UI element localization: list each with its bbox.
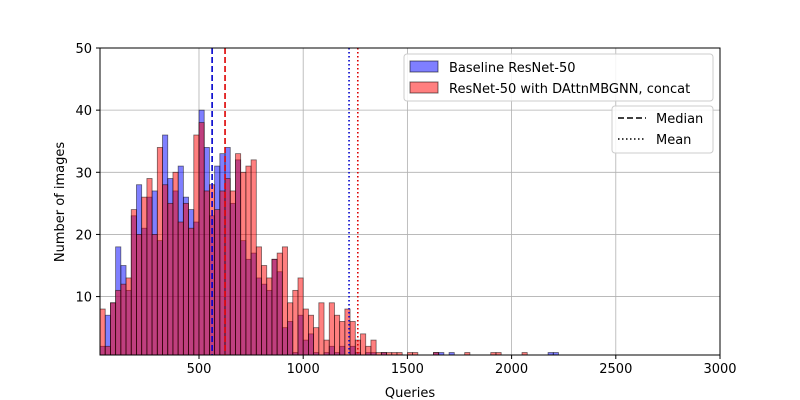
histogram-bar: [328, 302, 335, 356]
histogram-bar: [323, 339, 330, 356]
histogram-bar: [156, 147, 163, 356]
legend-swatch: [409, 60, 439, 73]
histogram-bar: [162, 184, 169, 356]
histogram-bar: [214, 209, 221, 356]
y-tick-label: 20: [75, 228, 92, 243]
x-tick-label: 2000: [495, 362, 528, 377]
histogram-bar: [255, 246, 262, 356]
reference-lines: [211, 48, 359, 355]
histogram-bar: [292, 289, 299, 356]
histogram-bar: [339, 321, 346, 356]
histogram-bar: [167, 202, 174, 356]
histogram-bar: [245, 165, 252, 356]
histogram-bar: [188, 227, 195, 356]
histogram-bar: [235, 153, 242, 356]
histogram-bar: [146, 178, 153, 356]
histogram-bar: [151, 234, 158, 356]
histogram-bar: [172, 171, 179, 356]
legend-line-label: Median: [656, 112, 703, 127]
histogram-bar: [120, 283, 127, 356]
histogram-bar: [141, 196, 148, 356]
y-tick-label: 50: [75, 42, 92, 57]
histogram-bar: [125, 277, 132, 356]
x-tick-label: 2500: [599, 362, 632, 377]
histogram-bar: [281, 246, 288, 356]
histogram-bar: [318, 302, 325, 356]
histogram-bar: [240, 171, 247, 356]
histogram-bar: [250, 159, 257, 356]
legend-swatch: [409, 81, 439, 94]
histogram-bar: [287, 302, 294, 356]
histogram-bar: [360, 333, 367, 356]
legend-series-label: ResNet-50 with DAttnMBGNN, concat: [449, 82, 690, 97]
histogram-bar: [130, 209, 137, 356]
x-tick-label: 500: [187, 362, 212, 377]
histogram-bar: [349, 321, 356, 356]
legend-series-label: Baseline ResNet-50: [449, 61, 576, 76]
histogram-bar: [104, 345, 111, 356]
histogram-bar: [110, 302, 117, 356]
histogram-bar: [177, 221, 184, 356]
histogram-bar: [136, 234, 143, 356]
x-axis-label: Queries: [385, 386, 435, 400]
histogram-bar: [276, 252, 283, 356]
histogram-bar: [313, 327, 320, 356]
x-tick-label: 1000: [287, 362, 320, 377]
histogram-bar: [308, 314, 315, 356]
y-axis-ticks: 10 20 30 40 50: [75, 42, 100, 306]
histogram-bar: [297, 277, 304, 356]
y-tick-label: 10: [75, 291, 92, 306]
y-tick-label: 30: [75, 166, 92, 181]
histogram-bar: [365, 345, 372, 356]
histogram-bar: [302, 308, 309, 356]
histogram-bar: [271, 258, 278, 356]
x-tick-label: 1500: [391, 362, 424, 377]
y-tick-label: 40: [75, 104, 92, 119]
x-axis-ticks: 500 1000 1500 2000 2500 3000: [187, 355, 737, 377]
legend-line-label: Mean: [656, 133, 691, 148]
histogram-bar: [198, 122, 205, 356]
histogram-bar: [182, 202, 189, 356]
histogram-bar: [334, 314, 341, 356]
histogram-bar: [99, 308, 106, 356]
legend-series: Baseline ResNet-50 ResNet-50 with DAttnMB…: [403, 53, 714, 102]
y-axis-label: Number of images: [53, 142, 68, 263]
histogram-bar: [370, 339, 377, 356]
histogram-bar: [266, 277, 273, 356]
histogram-bar: [261, 265, 268, 356]
histogram-bar: [203, 190, 210, 356]
histogram-bar: [115, 289, 122, 356]
legend-series-box: [403, 53, 714, 102]
legend-lines: Median Mean: [611, 105, 714, 154]
histogram-bar: [229, 190, 236, 356]
x-tick-label: 3000: [703, 362, 736, 377]
histogram-bar: [193, 134, 200, 356]
plot-frame: [99, 47, 721, 356]
